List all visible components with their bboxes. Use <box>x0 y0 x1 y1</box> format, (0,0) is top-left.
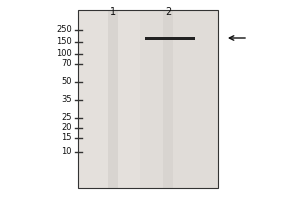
Text: 25: 25 <box>61 114 72 122</box>
Bar <box>78 10 218 188</box>
Bar <box>108 10 118 188</box>
Text: 50: 50 <box>61 77 72 86</box>
Text: 2: 2 <box>165 7 171 17</box>
Text: 35: 35 <box>61 96 72 104</box>
Bar <box>140 10 218 188</box>
Text: 100: 100 <box>56 49 72 58</box>
Text: 10: 10 <box>61 148 72 156</box>
Text: 15: 15 <box>61 134 72 142</box>
Text: 20: 20 <box>61 123 72 132</box>
Bar <box>163 10 173 188</box>
Bar <box>145 36 195 40</box>
Text: 250: 250 <box>56 25 72 34</box>
Bar <box>78 10 140 188</box>
Text: 1: 1 <box>110 7 116 17</box>
Text: 150: 150 <box>56 38 72 46</box>
Text: 70: 70 <box>61 60 72 68</box>
